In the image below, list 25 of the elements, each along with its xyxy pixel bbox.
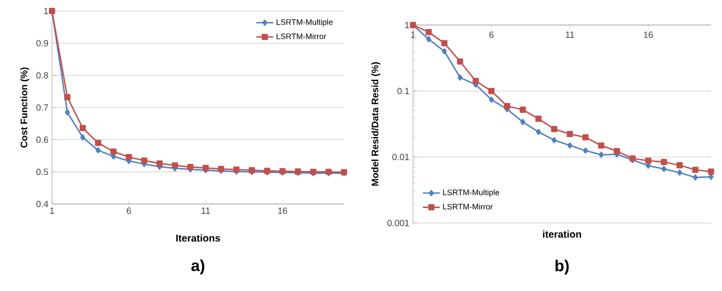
text: a) [191,259,204,274]
x-tick-label: 6 [126,208,131,214]
x-tick-label: 11 [566,32,574,38]
x-tick-label: 1 [50,208,54,214]
text: b) [556,260,569,275]
y-axis-title: Model Resid/Data Resid (%) [371,62,380,186]
y-tick-label: 0.7 [36,104,48,111]
y-tick-label: 0.01 [392,154,410,160]
y-axis-title: Cost Function (%) [20,67,30,148]
x-tick-label: 11 [202,208,210,214]
x-tick-label: 6 [489,32,494,38]
y-tick-label: 0.9 [36,40,48,46]
y-tick-label: 0.5 [36,168,48,176]
y-tick-label: 0.001 [387,220,410,226]
x-tick-label: 16 [644,32,653,38]
y-tick-label: 0.1 [397,88,410,94]
x-tick-label: 1 [411,32,416,38]
x-tick-label: 16 [278,208,288,214]
y-tick-label: 1 [44,8,48,14]
y-tick-label: 0.6 [36,136,48,143]
x-axis-title: iteration [543,230,582,238]
y-tick-label: 0.8 [36,72,48,79]
y-tick-label: 1 [405,22,410,28]
x-axis-title: Iterations [176,234,220,242]
y-tick-label: 0.4 [36,200,48,208]
